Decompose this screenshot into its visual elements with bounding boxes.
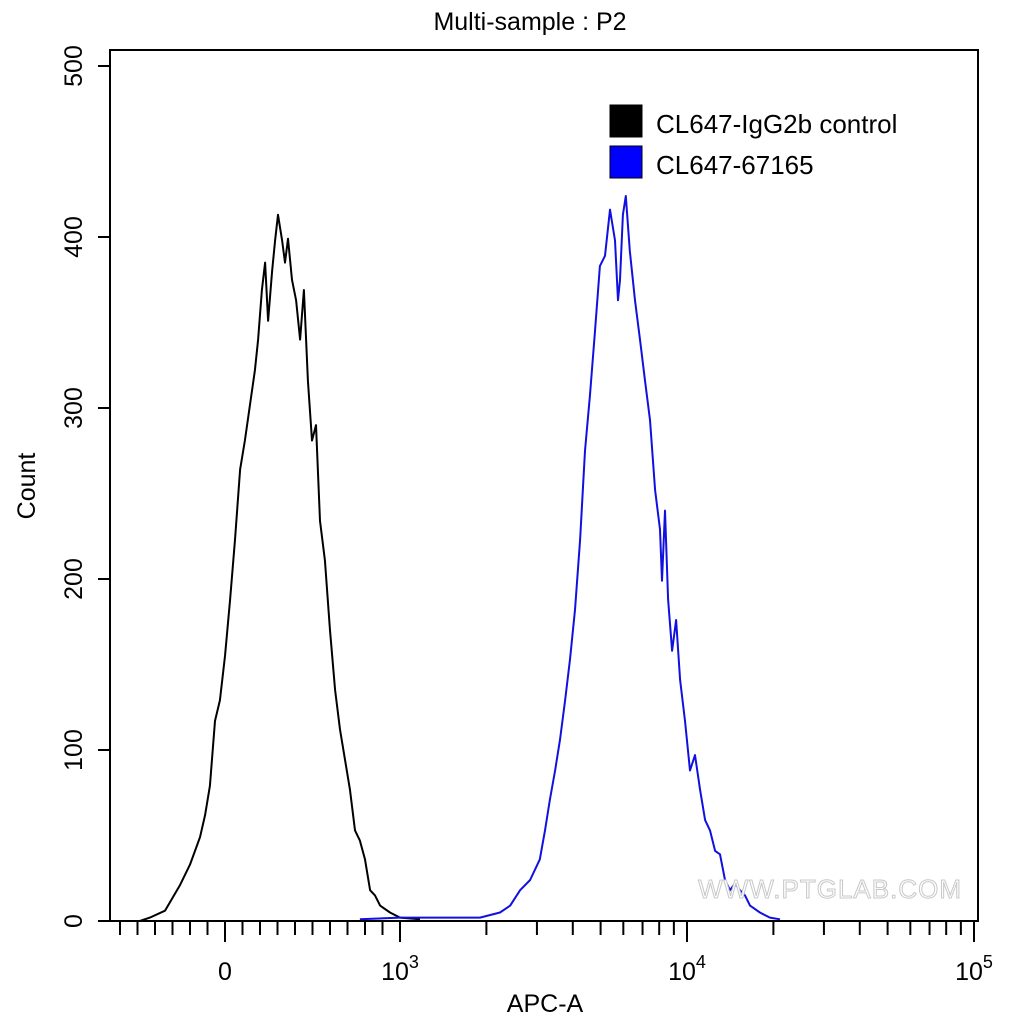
watermark: WWW.PTGLAB.COM [698, 874, 962, 904]
y-axis: 0 100 200 300 400 500 [60, 45, 110, 928]
x-axis-title: APC-A [507, 990, 584, 1018]
legend-swatch-sample [609, 145, 643, 179]
series-line-2 [359, 195, 781, 921]
x-tick-label: 0 [218, 958, 232, 986]
x-tick-label: 105 [955, 952, 993, 986]
y-axis-title: Count [13, 453, 41, 520]
y-tick-label: 500 [60, 45, 88, 87]
x-tick-label: 103 [381, 952, 419, 986]
series-line-1 [139, 213, 421, 922]
plot-series [139, 195, 781, 922]
y-tick-label: 300 [60, 387, 88, 429]
y-tick-label: 400 [60, 216, 88, 258]
plot-frame [109, 49, 979, 922]
y-tick-label: 100 [60, 729, 88, 771]
legend-swatch-control [609, 104, 643, 138]
x-axis: 0 103 104 105 [119, 921, 993, 986]
legend-label-sample: CL647-67165 [656, 150, 814, 180]
y-tick-label: 0 [60, 914, 88, 928]
chart-title: Multi-sample : P2 [433, 8, 626, 36]
legend: CL647-IgG2b control CL647-67165 [609, 104, 897, 180]
y-tick-label: 200 [60, 558, 88, 600]
legend-label-control: CL647-IgG2b control [656, 109, 897, 139]
x-tick-label: 104 [668, 952, 706, 986]
